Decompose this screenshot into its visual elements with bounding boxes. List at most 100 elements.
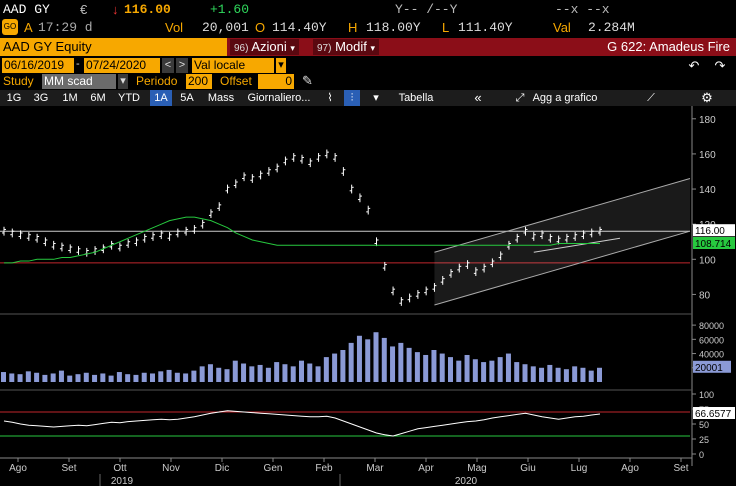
x-tick-label: Feb: [315, 463, 333, 474]
low-value: 111.40Y: [458, 20, 513, 35]
y-tick-label: 80: [699, 290, 711, 301]
volume-bar: [257, 364, 263, 382]
chevron-down-icon[interactable]: ▾: [118, 74, 128, 89]
volume-bar: [348, 342, 354, 382]
volume-bar: [530, 366, 536, 382]
volume-bar: [265, 367, 271, 382]
volume-bar: [340, 350, 346, 382]
end-date-field[interactable]: 07/24/2020: [84, 58, 160, 73]
start-date-field[interactable]: 06/16/2019: [2, 58, 74, 73]
collapse-icon[interactable]: «: [474, 90, 482, 105]
range-ytd-button[interactable]: YTD: [118, 92, 140, 104]
pen-icon[interactable]: ✎: [302, 73, 313, 88]
frequency-select[interactable]: Giornaliero...: [247, 92, 311, 104]
rsi-last-label: 66.6577: [695, 409, 732, 420]
volume-bar: [50, 373, 56, 382]
redo-icon[interactable]: ↷: [714, 58, 726, 73]
range-6m-button[interactable]: 6M: [90, 92, 106, 104]
rsi-line: [3, 410, 601, 437]
volume-box: [693, 360, 731, 373]
range-1m-button[interactable]: 1M: [62, 92, 78, 104]
vol-value: 20,001: [202, 20, 249, 35]
chart-toolbar: 1G 3G 1M 6M YTD 1A 5A Mass Giornaliero..…: [0, 90, 736, 106]
line-chart-icon[interactable]: ⌇: [327, 92, 333, 104]
x-tick-label: Mar: [366, 463, 384, 474]
year-label: 2019: [111, 476, 134, 486]
volume-bar: [522, 364, 528, 382]
rsi-panel: 025507510066.6577: [0, 390, 735, 460]
volume-bar: [199, 366, 205, 382]
range-1a-button[interactable]: 1A: [150, 90, 172, 106]
modif-menu-button[interactable]: 97) Modif ▾: [313, 39, 380, 55]
volume-bar: [481, 362, 487, 382]
val-label: Val: [553, 20, 571, 35]
trend-line: [533, 237, 621, 253]
volume-bar: [92, 374, 98, 382]
volume-bar: [216, 367, 222, 382]
volume-bar: [141, 372, 147, 382]
title-bar: AAD GY Equity 96) Azioni ▾ 97) Modif ▾ G…: [0, 38, 736, 56]
add-to-chart-button[interactable]: Agg a grafico: [532, 92, 598, 104]
study-select[interactable]: MM scad: [42, 74, 116, 89]
volume-bar: [307, 363, 313, 382]
chevron-down-icon[interactable]: ▾: [373, 92, 379, 104]
next-period-button[interactable]: >: [176, 58, 188, 73]
volume-bar: [75, 374, 81, 382]
gear-icon[interactable]: ⚙: [701, 90, 713, 105]
volume-bar: [9, 373, 15, 382]
chevron-down-icon[interactable]: ▾: [276, 58, 286, 73]
x-tick-label: Apr: [418, 463, 434, 474]
volume-bar: [232, 360, 238, 382]
volume-bar: [472, 359, 478, 382]
range-1g-button[interactable]: 1G: [6, 92, 22, 104]
last-price-label: 116.00: [695, 226, 725, 237]
range-5a-button[interactable]: 5A: [180, 92, 194, 104]
open-value: 114.40Y: [272, 20, 327, 35]
currency-select[interactable]: Val locale: [192, 58, 274, 73]
go-icon[interactable]: GO: [2, 19, 18, 35]
volume-bar: [398, 342, 404, 382]
currency: €: [80, 2, 88, 17]
prev-period-button[interactable]: <: [162, 58, 174, 73]
volume-bar: [58, 370, 64, 382]
volume-bar: [166, 369, 172, 382]
bar-chart-icon[interactable]: ⫶: [344, 90, 360, 106]
add-chart-icon[interactable]: ⤢: [515, 92, 525, 104]
y-tick-label: 140: [699, 185, 716, 196]
volume-bar: [414, 352, 420, 382]
range-3g-button[interactable]: 3G: [33, 92, 49, 104]
volume-bar: [390, 346, 396, 382]
overbought-fill: [227, 411, 236, 412]
volume-bar: [539, 367, 545, 382]
study-label: Study: [3, 74, 34, 88]
ticker[interactable]: AAD GY: [3, 2, 50, 17]
volume-bar: [17, 374, 23, 382]
x-tick-label: Set: [673, 463, 688, 474]
volume-bar: [290, 366, 296, 382]
last-price-box: [693, 224, 735, 237]
brush-icon[interactable]: ⟋: [647, 92, 655, 104]
security-title[interactable]: AAD GY Equity: [0, 38, 227, 56]
offset-field[interactable]: 0: [258, 74, 294, 89]
volume-bar: [83, 372, 89, 382]
table-button[interactable]: Tabella: [398, 92, 434, 104]
undo-icon[interactable]: ↶: [688, 58, 700, 73]
volume-bar: [597, 367, 602, 382]
rsi-box: [693, 407, 735, 420]
volume-bar: [356, 335, 362, 382]
volume-bar: [1, 372, 6, 382]
range-max-button[interactable]: Mass: [207, 92, 235, 104]
volume-bar: [274, 362, 280, 382]
volume-bar: [505, 353, 511, 382]
time: 17:29 d: [38, 20, 93, 35]
azioni-menu-button[interactable]: 96) Azioni ▾: [230, 39, 299, 55]
period-label: Periodo: [136, 74, 178, 88]
date-range-bar: 06/16/2019 - 07/24/2020 < > Val locale ▾…: [0, 57, 736, 74]
period-field[interactable]: 200: [186, 74, 212, 89]
volume-bar: [42, 374, 48, 382]
last-price: 116.00: [124, 2, 171, 17]
y-tick-label: 60000: [699, 335, 724, 345]
vol-label: Vol: [165, 20, 184, 35]
volume-panel: 2000040000600008000020001: [1, 321, 731, 382]
